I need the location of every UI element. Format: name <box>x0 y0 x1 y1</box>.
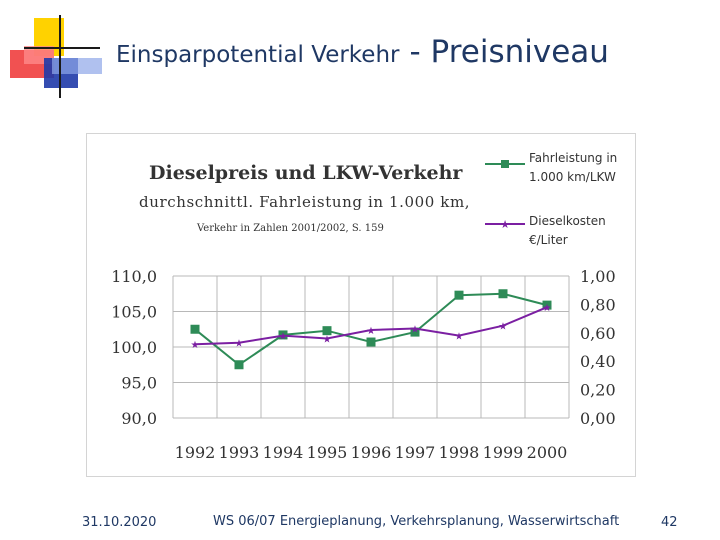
legend-diesel-label-2: €/Liter <box>529 233 568 247</box>
series-layer: ★ ★ ★ ★ ★ ★ ★ ★ ★ <box>190 289 552 370</box>
axis-labels: 110,0 105,0 100,0 95,0 90,0 1,00 0,80 0,60 0,40 0… <box>111 267 615 462</box>
series-truck-point <box>190 324 200 334</box>
series-diesel-point: ★ <box>235 339 244 350</box>
slide-title: Einsparpotential Verkehr - Preisniveau <box>116 34 609 70</box>
y-left-tick-label: 110,0 <box>111 267 157 286</box>
y-left-tick-label: 90,0 <box>121 409 157 428</box>
x-tick-label: 1999 <box>483 443 524 462</box>
chart-title: Dieselpreis und LKW-Verkehr <box>149 162 463 184</box>
y-right-tick-label: 0,20 <box>580 381 616 400</box>
dual-axis-line-chart: Dieselpreis und LKW-Verkehr durchschnitt… <box>111 151 617 462</box>
y-right-tick-label: 0,60 <box>580 324 616 343</box>
y-right-tick-label: 0,00 <box>580 409 616 428</box>
slide-title-sub: - Preisniveau <box>409 34 609 70</box>
legend-truck-label-2: 1.000 km/LKW <box>529 170 616 184</box>
chart-source: Verkehr in Zahlen 2001/2002, S. 159 <box>196 223 384 234</box>
series-truck-point <box>234 360 244 370</box>
footer-course: WS 06/07 Energieplanung, Verkehrsplanung… <box>213 514 620 529</box>
series-truck-point <box>322 326 332 336</box>
chart-subtitle: durchschnittl. Fahrleistung in 1.000 km, <box>139 193 470 211</box>
y-left-tick-label: 100,0 <box>111 338 157 357</box>
page-number: 42 <box>661 515 678 530</box>
logo-lightblue-square <box>52 58 102 74</box>
series-diesel-point: ★ <box>279 332 288 343</box>
footer-date: 31.10.2020 <box>82 515 157 530</box>
slide-title-main: Einsparpotential Verkehr <box>116 42 400 68</box>
y-right-tick-label: 0,80 <box>580 295 616 314</box>
series-diesel-point: ★ <box>543 303 552 314</box>
series-truck-point <box>454 290 464 300</box>
legend-truck-label-1: Fahrleistung in <box>529 151 617 165</box>
series-diesel-point: ★ <box>455 332 464 343</box>
y-right-tick-label: 1,00 <box>580 267 616 286</box>
legend-diesel-label-1: Dieselkosten <box>529 214 606 228</box>
x-tick-label: 1992 <box>175 443 216 462</box>
series-truck-point <box>542 300 552 310</box>
series-diesel-point: ★ <box>411 325 420 336</box>
x-tick-label: 1994 <box>263 443 304 462</box>
grid-layer <box>172 275 570 419</box>
series-diesel-point: ★ <box>323 334 332 345</box>
chart-figure: Dieselpreis und LKW-Verkehr durchschnitt… <box>86 133 636 477</box>
x-tick-label: 1997 <box>395 443 436 462</box>
x-tick-label: 1995 <box>307 443 348 462</box>
y-right-tick-label: 0,40 <box>580 352 616 371</box>
legend-diesel-marker: ★ <box>500 219 510 231</box>
legend-truck-marker <box>501 160 509 168</box>
x-tick-label: 1998 <box>439 443 480 462</box>
series-truck-point <box>410 327 420 337</box>
x-tick-label: 1996 <box>351 443 392 462</box>
series-diesel-point: ★ <box>367 326 376 337</box>
x-tick-label: 2000 <box>527 443 568 462</box>
x-tick-label: 1993 <box>219 443 260 462</box>
series-diesel-line <box>194 306 548 346</box>
y-left-tick-label: 105,0 <box>111 303 157 322</box>
series-truck-point <box>366 337 376 347</box>
y-left-tick-label: 95,0 <box>121 374 157 393</box>
series-diesel-point: ★ <box>191 340 200 351</box>
presentation-logo <box>10 15 102 98</box>
series-truck-point <box>498 289 508 299</box>
series-diesel-point: ★ <box>499 322 508 333</box>
